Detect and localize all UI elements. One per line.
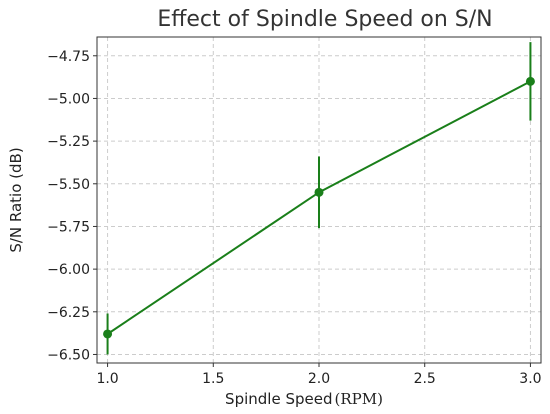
y-axis-label: S/N Ratio (dB) (7, 147, 25, 252)
x-axis-label-text: Spindle Speed (225, 390, 332, 408)
chart-title: Effect of Spindle Speed on S/N (157, 7, 492, 32)
series (103, 42, 535, 355)
y-tick-label: −6.50 (47, 347, 90, 363)
y-tick-label: −5.75 (47, 219, 90, 235)
x-axis-unit: (RPM) (334, 390, 382, 408)
x-tick-label: 3.0 (519, 371, 541, 387)
x-tick-label: 2.0 (308, 371, 330, 387)
y-tick-label: −6.00 (47, 262, 90, 278)
data-point (103, 329, 113, 339)
y-tick-label: −5.50 (47, 177, 90, 193)
x-tick-label: 2.5 (414, 371, 436, 387)
data-point (525, 76, 535, 86)
x-tick-label: 1.0 (96, 371, 118, 387)
x-axis-label: Spindle Speed (RPM) (225, 390, 383, 408)
y-tick-label: −6.25 (47, 305, 90, 321)
y-tick-label: −4.75 (47, 49, 90, 65)
y-tick-label: −5.25 (47, 134, 90, 150)
ticks: 1.0 1.5 2.0 2.5 3.0 −4.75 −5.00 −5.25 −5.50 −5.75… (47, 49, 541, 387)
x-tick-label: 1.5 (202, 371, 224, 387)
data-point (314, 187, 324, 197)
y-tick-label: −5.00 (47, 91, 90, 107)
